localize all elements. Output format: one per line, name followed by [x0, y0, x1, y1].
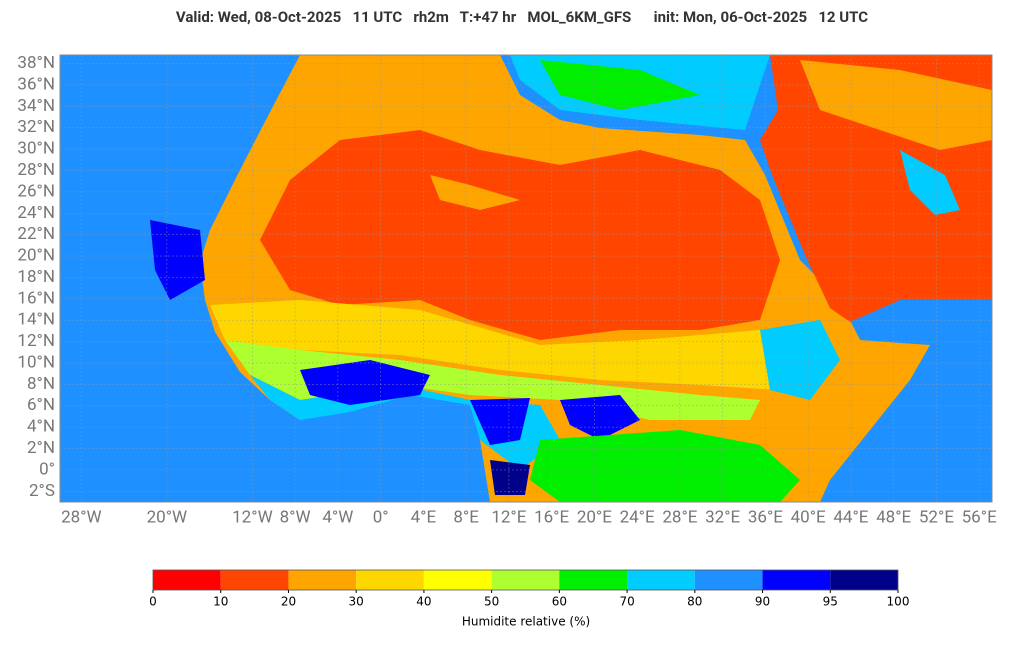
colorbar-segment: [762, 570, 831, 590]
map-frame: [59, 54, 993, 503]
lon-label: 56°E: [962, 507, 997, 527]
lat-label: 6°N: [27, 395, 55, 415]
colorbar-tick-label: 60: [552, 595, 567, 609]
lat-label: 16°N: [17, 288, 55, 308]
colorbar-segment: [356, 570, 424, 590]
colorbar-tick-label: 70: [619, 595, 634, 609]
lon-label: 4°E: [411, 507, 437, 527]
lon-label: 40°E: [791, 507, 826, 527]
lon-label: 48°E: [876, 507, 911, 527]
lat-label: 2°N: [27, 438, 55, 458]
lon-label: 32°E: [705, 507, 740, 527]
colorbar-label: Humidite relative (%): [462, 615, 590, 629]
colorbar-tick-label: 100: [887, 595, 910, 609]
colorbar-tick-label: 80: [687, 595, 702, 609]
colorbar-tick-label: 95: [823, 595, 838, 609]
colorbar-tick-label: 20: [281, 595, 296, 609]
lon-label: 12°E: [491, 507, 526, 527]
lat-label: 28°N: [17, 160, 55, 180]
colorbar-tick-label: 10: [213, 595, 228, 609]
lat-label: 4°N: [27, 417, 55, 437]
lon-label: 8°E: [453, 507, 479, 527]
colorbar-frame: [152, 569, 899, 591]
lat-label: 10°N: [17, 352, 55, 372]
colorbar-segment: [559, 570, 628, 590]
map-axes: 38°N36°N34°N32°N30°N28°N26°N24°N22°N20°N…: [17, 53, 997, 527]
lat-label: 32°N: [17, 117, 55, 137]
colorbar: 0 10 20 30 40 50 60 70 80 90 95 100: [149, 569, 910, 609]
colorbar-tick-label: 90: [755, 595, 770, 609]
lat-label: 0°: [39, 459, 55, 479]
lat-label: 20°N: [17, 246, 55, 266]
colorbar-tick-label: 50: [484, 595, 499, 609]
graticule: [60, 55, 992, 502]
colorbar-tick-label: 40: [416, 595, 431, 609]
lon-label: 8°W: [280, 507, 311, 527]
colorbar-tick-label: 30: [349, 595, 364, 609]
lat-label: 34°N: [17, 96, 55, 116]
lat-label: 30°N: [17, 139, 55, 159]
lon-label: 24°E: [620, 507, 655, 527]
lat-label: 22°N: [17, 224, 55, 244]
lat-label: 12°N: [17, 331, 55, 351]
colorbar-segment: [220, 570, 289, 590]
colorbar-segment: [694, 570, 763, 590]
lat-label: 26°N: [17, 181, 55, 201]
colorbar-segment: [288, 570, 357, 590]
lon-label: 36°E: [748, 507, 783, 527]
title: Valid: Wed, 08-Oct-2025 11 UTC rh2m T:+4…: [176, 8, 868, 26]
colorbar-segment: [627, 570, 695, 590]
lat-label: 36°N: [17, 74, 55, 94]
lon-label: 28°E: [662, 507, 697, 527]
lon-label: 28°W: [61, 507, 102, 527]
lat-label: 24°N: [17, 203, 55, 223]
colorbar-segment: [830, 570, 898, 590]
colorbar-tick-label: 0: [149, 595, 157, 609]
lat-label: 18°N: [17, 267, 55, 287]
lat-label: 8°N: [27, 374, 55, 394]
colorbar-segment: [153, 570, 221, 590]
map-field: [60, 55, 992, 502]
lon-label: 4°W: [322, 507, 353, 527]
lon-label: 20°E: [577, 507, 612, 527]
lon-label: 44°E: [833, 507, 868, 527]
lon-label: 0°: [373, 507, 389, 527]
lon-label: 12°W: [232, 507, 273, 527]
lon-label: 20°W: [147, 507, 188, 527]
lat-label: 2°S: [29, 481, 55, 501]
colorbar-segment: [491, 570, 560, 590]
lon-label: 52°E: [919, 507, 954, 527]
lon-label: 16°E: [534, 507, 569, 527]
lat-label: 38°N: [17, 53, 55, 73]
colorbar-segment: [423, 570, 492, 590]
lat-label: 14°N: [17, 310, 55, 330]
